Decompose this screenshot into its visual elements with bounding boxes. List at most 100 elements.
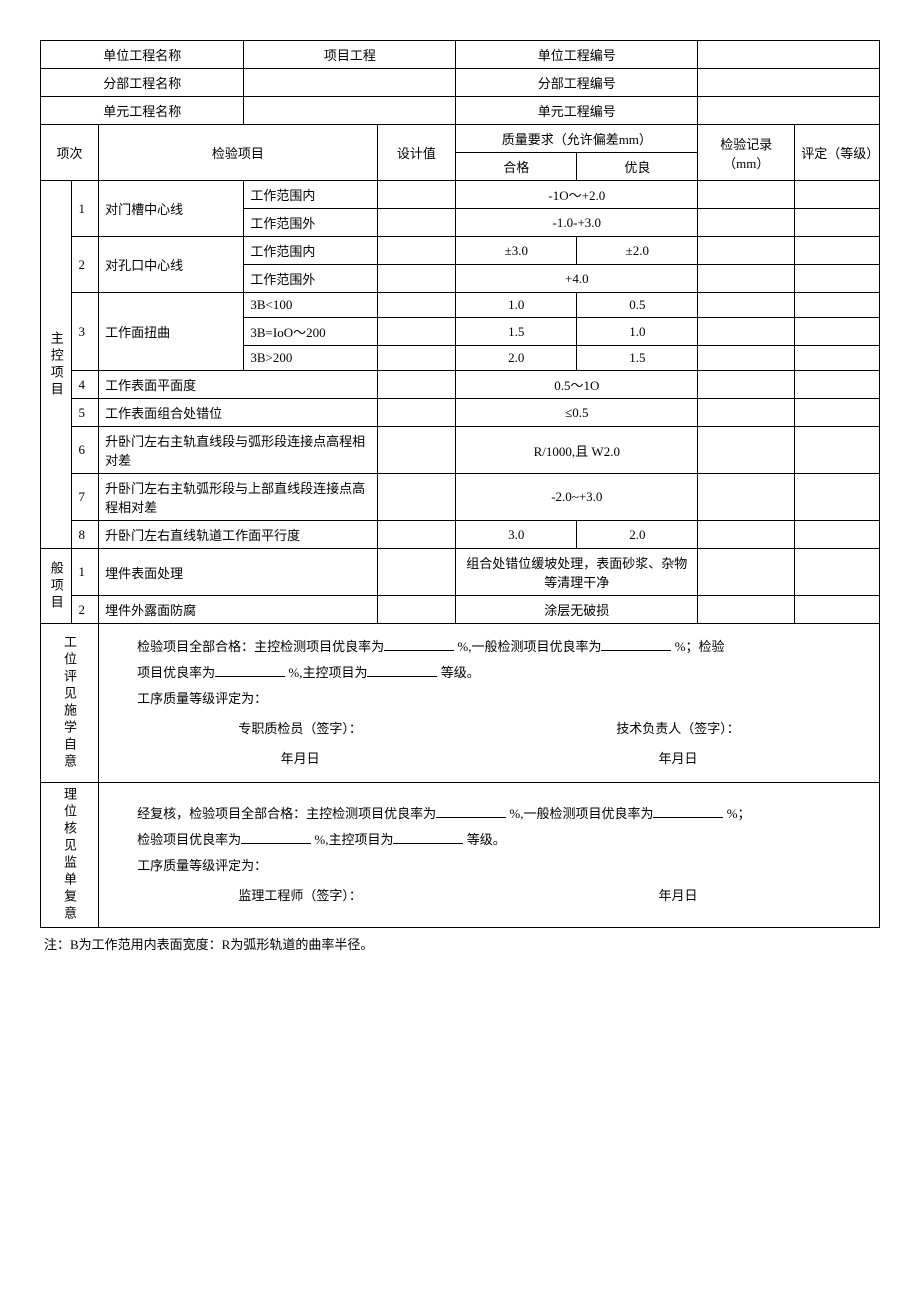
design [377,596,456,624]
unit-project-name-label: 单位工程名称 [41,41,244,69]
col-grade: 评定（等级） [795,125,880,181]
col-record: 检验记录（mm） [698,125,795,181]
table-row: 2 对孔口中心线 工作范围内 ±3.0 ±2.0 [41,237,880,265]
item-name: 对孔口中心线 [99,237,244,293]
sub-project-no-label: 分部工程编号 [456,69,698,97]
quality: -1O～+2.0 [456,181,698,209]
record [698,293,795,318]
quality: ≤0.5 [456,399,698,427]
self-eval-label: 工位评见施学自意 [41,624,99,783]
inspection-form: 单位工程名称 项目工程 单位工程编号 分部工程名称 分部工程编号 单元工程名称 … [40,40,880,928]
grade [795,474,880,521]
sub-project-name-value [244,69,456,97]
header-row-2: 分部工程名称 分部工程编号 [41,69,880,97]
col-item-no: 项次 [41,125,99,181]
table-row: 般项目 1 埋件表面处理 组合处错位缓坡处理，表面砂浆、杂物等清理干净 [41,549,880,596]
design [377,237,456,265]
review-content: 经复核，检验项目全部合格：主控检测项目优良率为 %,一般检测项目优良率为 %； … [99,783,880,928]
record [698,596,795,624]
grade [795,596,880,624]
design [377,181,456,209]
table-row: 2 埋件外露面防腐 涂层无破损 [41,596,880,624]
quality: 涂层无破损 [456,596,698,624]
sub-project-name-label: 分部工程名称 [41,69,244,97]
grade [795,293,880,318]
grade [795,318,880,346]
table-row: 4 工作表面平面度 0.5～1O [41,371,880,399]
design [377,293,456,318]
unit-project-name-value: 项目工程 [244,41,456,69]
grade [795,265,880,293]
design [377,209,456,237]
idx: 7 [72,474,99,521]
quality: 组合处错位缓坡处理，表面砂浆、杂物等清理干净 [456,549,698,596]
header-row-3: 单元工程名称 单元工程编号 [41,97,880,125]
item-name: 工作表面组合处错位 [99,399,377,427]
item-name: 工作表面平面度 [99,371,377,399]
element-project-no-label: 单元工程编号 [456,97,698,125]
grade [795,209,880,237]
element-project-name-value [244,97,456,125]
idx: 1 [72,549,99,596]
grade [795,549,880,596]
item-name: 升卧门左右直线轨道工作面平行度 [99,521,377,549]
sub-label: 3B>200 [244,346,377,371]
q2: 1.5 [577,346,698,371]
record [698,399,795,427]
design [377,371,456,399]
record [698,371,795,399]
record [698,265,795,293]
item-name: 升卧门左右主轨弧形段与上部直线段连接点高程相对差 [99,474,377,521]
idx: 6 [72,427,99,474]
record [698,427,795,474]
record [698,549,795,596]
col-design-value: 设计值 [377,125,456,181]
q2: ±2.0 [577,237,698,265]
item-name: 埋件表面处理 [99,549,377,596]
footnote: 注：B为工作范用内表面宽度：R为弧形轨道的曲率半径。 [40,928,880,953]
element-project-no-value [698,97,880,125]
table-row: 8 升卧门左右直线轨道工作面平行度 3.0 2.0 [41,521,880,549]
design [377,265,456,293]
sub-label: 3B<100 [244,293,377,318]
idx: 1 [72,181,99,237]
element-project-name-label: 单元工程名称 [41,97,244,125]
grade [795,181,880,209]
table-row: 7 升卧门左右主轨弧形段与上部直线段连接点高程相对差 -2.0~+3.0 [41,474,880,521]
design [377,549,456,596]
sub-label: 工作范围外 [244,265,377,293]
idx: 5 [72,399,99,427]
quality: -2.0~+3.0 [456,474,698,521]
record [698,209,795,237]
sub-label: 工作范围内 [244,181,377,209]
main-group-label: 主控项目 [41,181,72,549]
record [698,181,795,209]
idx: 8 [72,521,99,549]
grade [795,237,880,265]
header-row-1: 单位工程名称 项目工程 单位工程编号 [41,41,880,69]
col-header-row-1: 项次 检验项目 设计值 质量要求（允许偏差mm） 检验记录（mm） 评定（等级） [41,125,880,153]
item-name: 工作面扭曲 [99,293,244,371]
record [698,346,795,371]
unit-project-no-label: 单位工程编号 [456,41,698,69]
grade [795,346,880,371]
col-inspection-item: 检验项目 [99,125,377,181]
grade [795,427,880,474]
design [377,474,456,521]
col-quality-req: 质量要求（允许偏差mm） [456,125,698,153]
design [377,521,456,549]
item-name: 埋件外露面防腐 [99,596,377,624]
design [377,427,456,474]
q2: 1.0 [577,318,698,346]
record [698,237,795,265]
col-qualified: 合格 [456,153,577,181]
quality: 0.5～1O [456,371,698,399]
table-row: 6 升卧门左右主轨直线段与弧形段连接点高程相对差 R/1000,且 W2.0 [41,427,880,474]
item-name: 对门槽中心线 [99,181,244,237]
sub-label: 工作范围外 [244,209,377,237]
general-group-label: 般项目 [41,549,72,624]
sub-project-no-value [698,69,880,97]
quality: +4.0 [456,265,698,293]
grade [795,399,880,427]
review-row: 理位核见监单复意 经复核，检验项目全部合格：主控检测项目优良率为 %,一般检测项… [41,783,880,928]
